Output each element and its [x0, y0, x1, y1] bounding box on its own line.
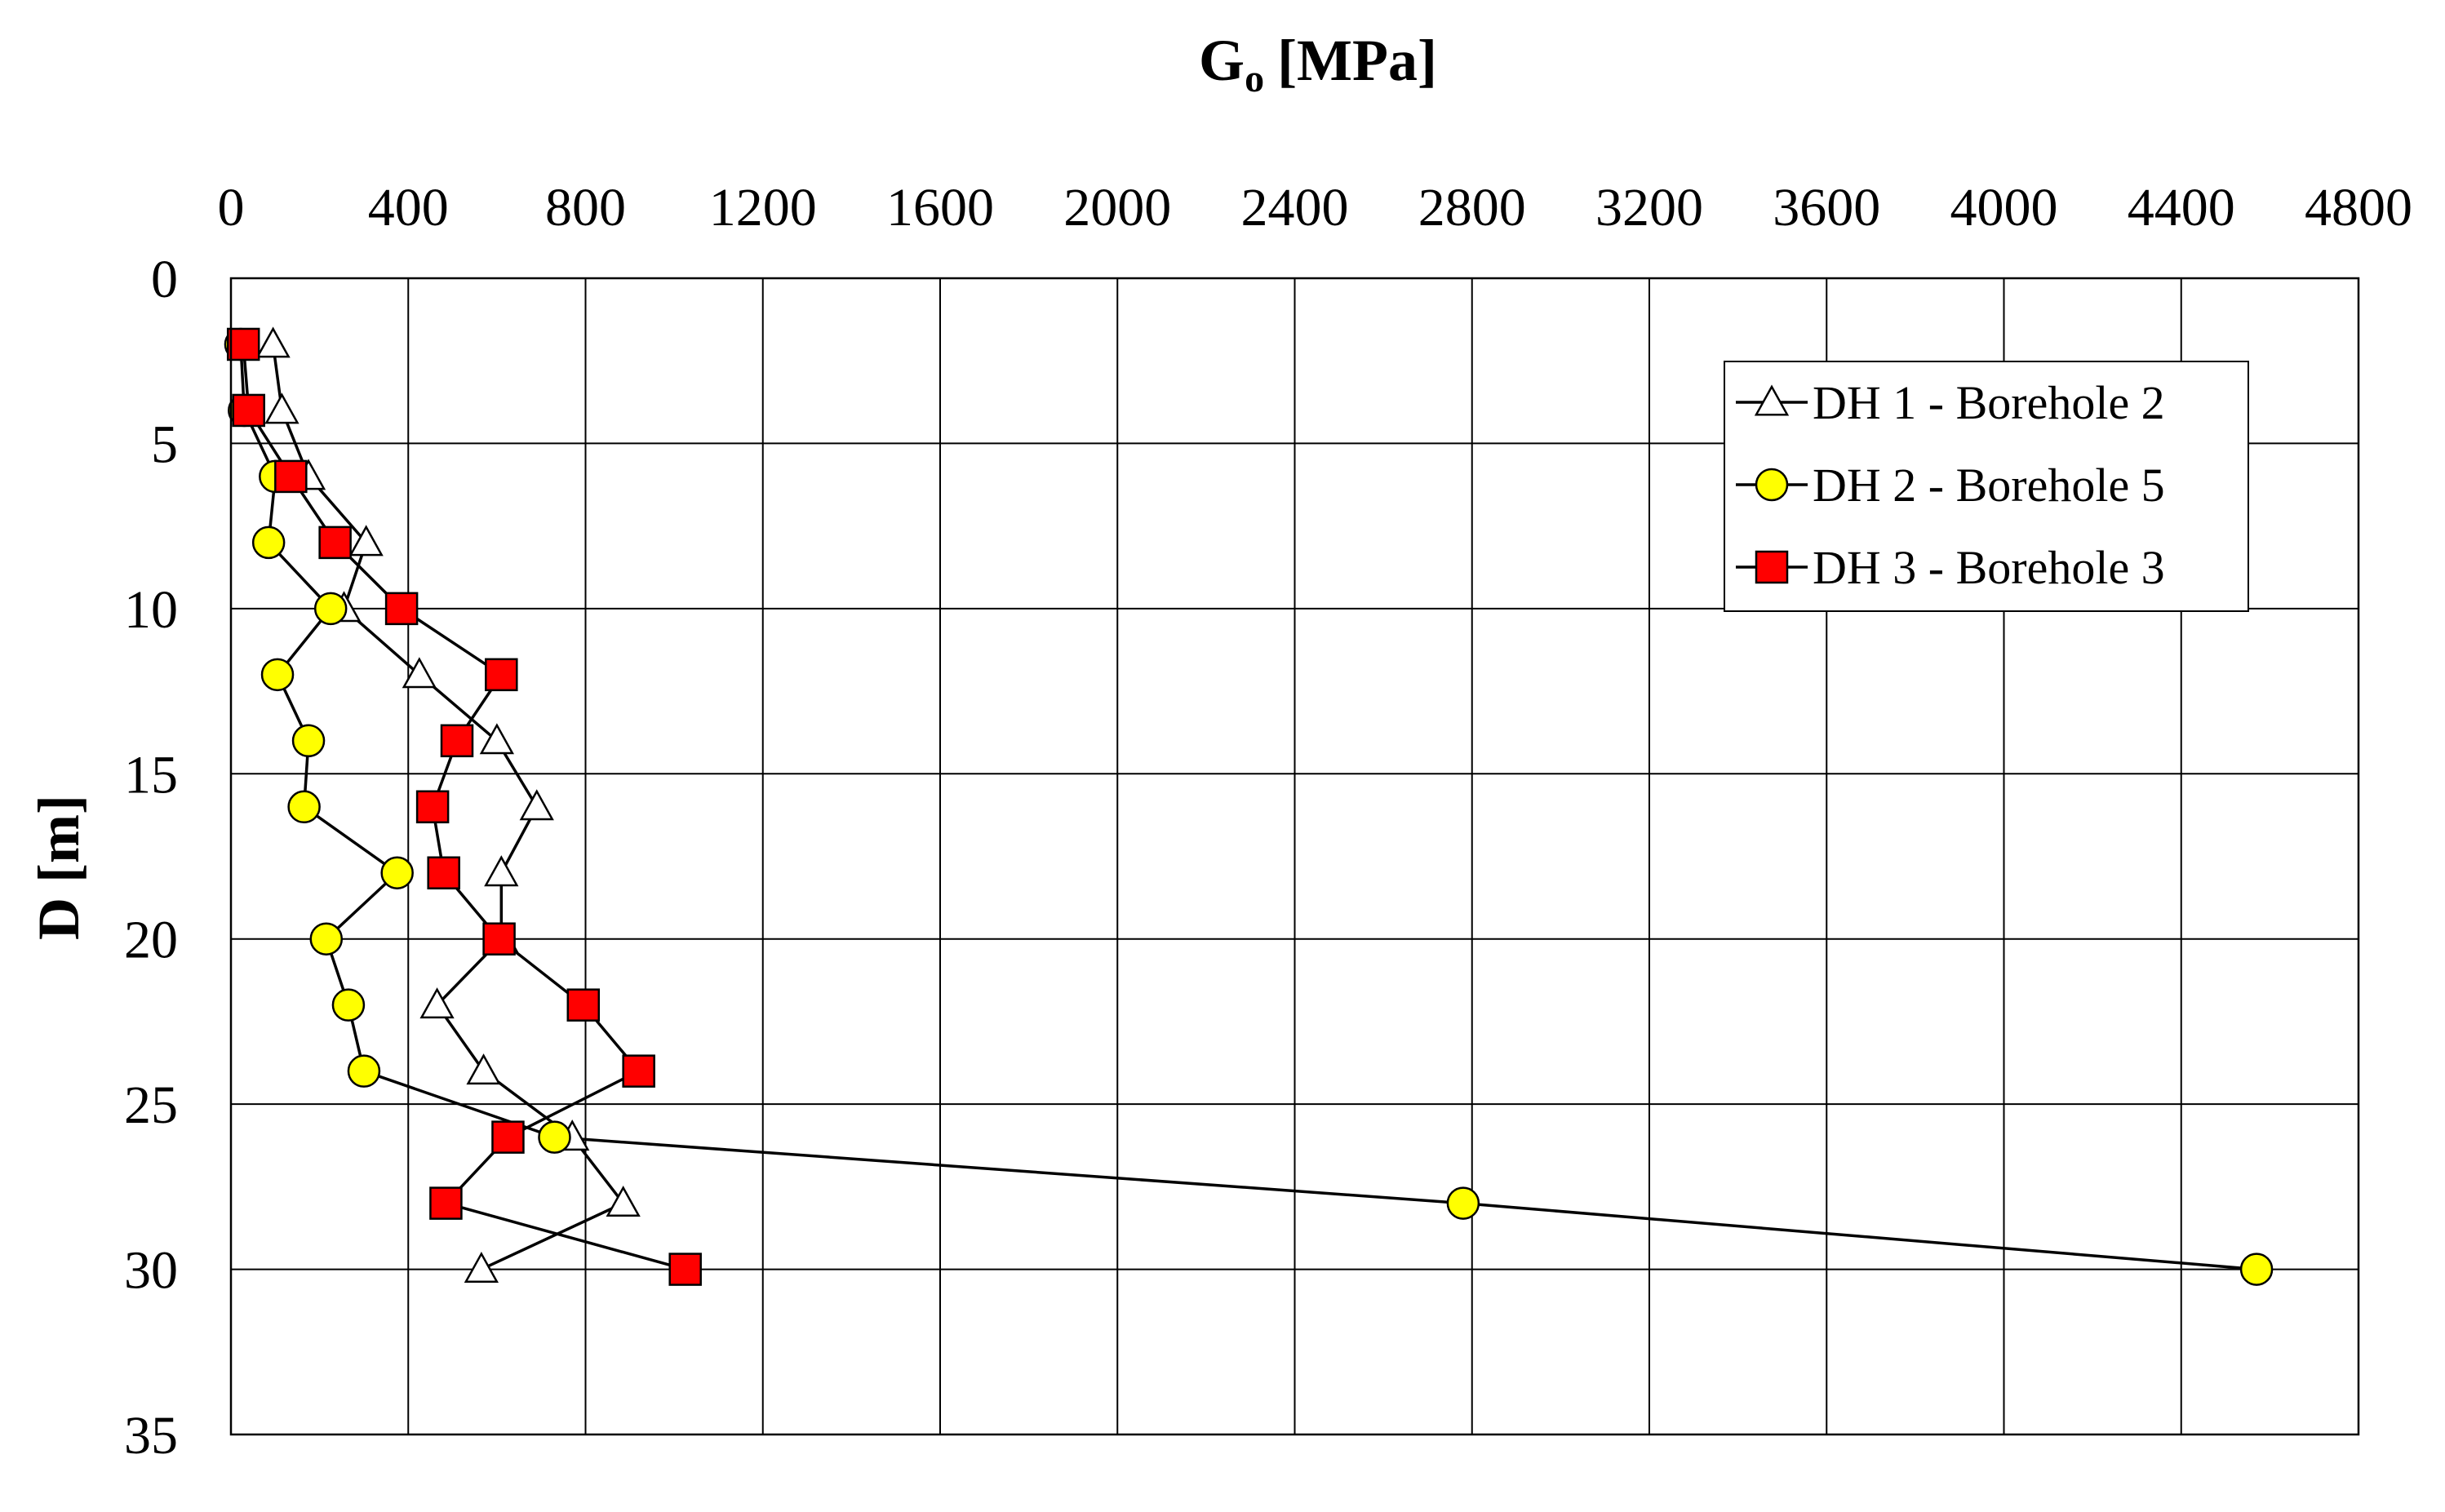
data-point-square-dh3 [429, 1186, 463, 1220]
data-point-circle-dh2 [331, 988, 366, 1022]
y-tick-label: 10 [124, 580, 178, 640]
y-tick-label: 35 [124, 1406, 178, 1465]
x-tick-label: 3200 [1595, 178, 1703, 237]
legend-marker-dh1 [1754, 384, 1790, 416]
data-point-square-dh3 [668, 1253, 702, 1286]
x-tick-label: 2400 [1241, 178, 1349, 237]
x-tick-label: 400 [368, 178, 449, 237]
data-point-square-dh3 [226, 327, 260, 361]
data-point-square-dh3 [427, 856, 460, 889]
data-point-triangle-dh1 [264, 392, 300, 424]
y-tick-label: 25 [124, 1075, 178, 1135]
data-point-square-dh3 [491, 1120, 525, 1154]
data-point-triangle-dh1 [606, 1186, 641, 1217]
x-tick-label: 4000 [1950, 178, 2058, 237]
data-point-triangle-dh1 [255, 326, 291, 358]
data-point-square-dh3 [415, 790, 450, 824]
y-tick-labels: 0 5 10 15 20 25 30 35 [124, 250, 178, 1465]
data-point-circle-dh2 [347, 1054, 381, 1088]
legend-box [1724, 361, 2249, 612]
data-point-square-dh3 [622, 1054, 655, 1088]
data-point-square-dh3 [274, 459, 308, 494]
series-markers-dh3 [226, 327, 702, 1286]
x-tick-label: 1200 [709, 178, 817, 237]
data-point-square-dh3 [482, 922, 516, 956]
data-point-circle-dh2 [538, 1120, 571, 1154]
data-point-square-dh3 [318, 525, 352, 560]
data-point-square-dh3 [566, 988, 601, 1022]
y-tick-label: 30 [124, 1241, 178, 1301]
x-tick-labels: 0 400 800 1200 1600 2000 2400 2800 3200 3600 4000 4… [218, 178, 2413, 237]
y-tick-label: 5 [151, 415, 178, 474]
x-axis-title: Go [MPa] [1199, 28, 1437, 100]
legend-item-dh1: DH 1 - Borehole 2 [1736, 376, 2165, 429]
data-point-triangle-dh1 [419, 987, 455, 1019]
legend-marker-dh2 [1755, 468, 1789, 502]
plot-area-frame [229, 277, 2360, 1436]
y-axis-title: D [m] [26, 795, 91, 940]
x-tick-label: 3600 [1773, 178, 1880, 237]
x-tick-label: 1600 [886, 178, 994, 237]
y-tick-label: 20 [124, 911, 178, 970]
data-point-circle-dh2 [251, 525, 286, 560]
data-point-circle-dh2 [380, 856, 414, 889]
legend-label-dh3: DH 3 - Borehole 3 [1813, 541, 2165, 594]
data-point-circle-dh2 [1446, 1186, 1480, 1220]
data-point-circle-dh2 [2239, 1253, 2274, 1286]
x-tick-label: 800 [545, 178, 626, 237]
data-point-triangle-dh1 [484, 855, 519, 887]
legend: DH 1 - Borehole 2 DH 2 - Borehole 5 DH 3 -… [1724, 361, 2249, 612]
x-tick-label: 2800 [1418, 178, 1526, 237]
x-axis-title-unit: [MPa] [1277, 28, 1437, 93]
x-axis-title-subscript: o [1245, 57, 1264, 100]
data-point-triangle-dh1 [402, 657, 437, 689]
legend-label-dh2: DH 2 - Borehole 5 [1813, 459, 2165, 512]
data-point-triangle-dh1 [464, 1251, 499, 1284]
legend-item-dh3: DH 3 - Borehole 3 [1736, 541, 2165, 594]
data-point-circle-dh2 [291, 724, 326, 758]
legend-item-dh2: DH 2 - Borehole 5 [1736, 459, 2165, 512]
data-point-triangle-dh1 [348, 525, 384, 556]
data-point-triangle-dh1 [479, 723, 514, 755]
data-point-circle-dh2 [313, 592, 348, 626]
x-tick-label: 0 [218, 178, 245, 237]
x-tick-label: 4800 [2305, 178, 2412, 237]
data-point-square-dh3 [485, 658, 518, 692]
data-point-triangle-dh1 [519, 789, 554, 821]
data-point-square-dh3 [232, 393, 265, 428]
x-tick-label: 2000 [1063, 178, 1171, 237]
legend-label-dh1: DH 1 - Borehole 2 [1813, 376, 2165, 429]
y-tick-label: 15 [124, 745, 178, 805]
legend-marker-dh3 [1755, 550, 1789, 584]
data-point-square-dh3 [440, 724, 474, 758]
x-tick-label: 4400 [2128, 178, 2235, 237]
y-tick-label: 0 [151, 250, 178, 309]
data-point-circle-dh2 [309, 922, 344, 956]
x-axis-title-symbol: G [1199, 28, 1245, 93]
series-layer [224, 326, 2274, 1286]
data-point-triangle-dh1 [466, 1053, 501, 1085]
data-point-circle-dh2 [287, 790, 321, 824]
data-point-circle-dh2 [260, 658, 295, 692]
data-point-square-dh3 [384, 592, 419, 626]
